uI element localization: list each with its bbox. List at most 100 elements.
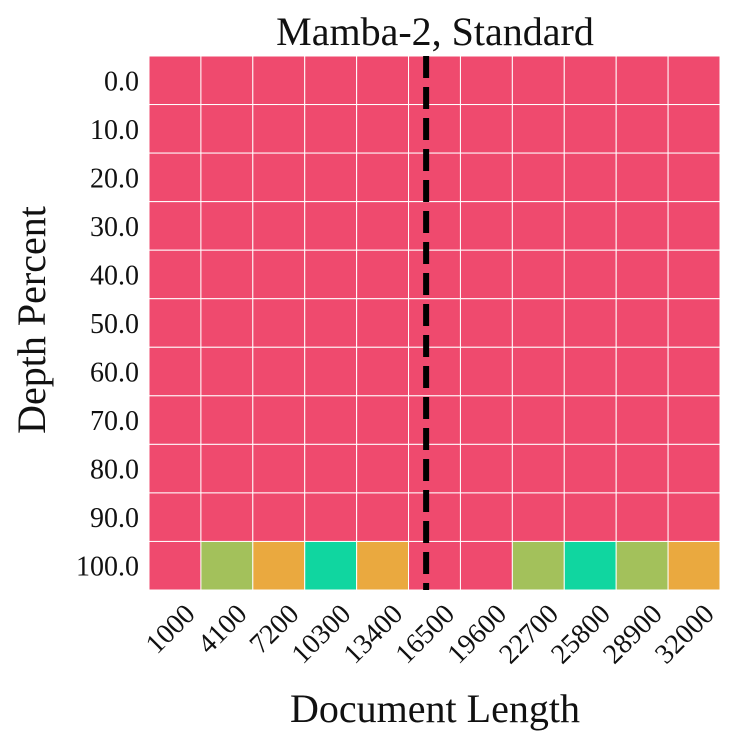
heatmap-cell	[459, 104, 513, 154]
heatmap-cell	[667, 492, 721, 542]
heatmap-cell	[356, 152, 410, 203]
heatmap-cell	[356, 298, 410, 348]
y-axis-label: Depth Percent	[9, 206, 54, 434]
heatmap-cell	[615, 201, 669, 251]
y-tick-label: 0.0	[104, 66, 139, 97]
heatmap-cell	[252, 443, 306, 494]
heatmap-cell	[148, 540, 202, 591]
y-tick-label: 90.0	[90, 503, 139, 534]
heatmap-cell	[304, 249, 358, 300]
heatmap-cell	[304, 104, 358, 154]
heatmap-cell	[200, 298, 254, 348]
heatmap-cell	[408, 492, 461, 542]
x-tick-label: 4100	[192, 599, 254, 661]
heatmap-cell	[356, 55, 410, 106]
heatmap-cell	[459, 395, 513, 445]
heatmap-cell	[356, 395, 410, 445]
x-tick-label: 25800	[545, 599, 616, 670]
heatmap-cell	[667, 540, 721, 591]
heatmap-cell	[563, 492, 617, 542]
heatmap-cell	[563, 104, 617, 154]
y-tick-labels: 0.0 10.0 20.0 30.0 40.0 50.0 60.0 70.0 80.0 90.0 1…	[76, 66, 139, 582]
y-tick-label: 100.0	[76, 552, 139, 583]
heatmap-cell	[408, 298, 461, 348]
heatmap-cell	[148, 395, 202, 445]
heatmap-cell	[252, 298, 306, 348]
heatmap-cell	[563, 443, 617, 494]
heatmap-cell	[304, 443, 358, 494]
y-tick-label: 70.0	[90, 406, 139, 437]
heatmap-cell	[200, 346, 254, 397]
heatmap-cell	[615, 395, 669, 445]
heatmap-cell	[304, 540, 358, 591]
heatmap-cell	[304, 298, 358, 348]
heatmap-cell	[563, 540, 617, 591]
heatmap-cell	[459, 152, 513, 203]
heatmap-cell	[511, 346, 565, 397]
heatmap-cell	[356, 540, 410, 591]
y-tick-label: 60.0	[90, 358, 139, 389]
heatmap-cell	[667, 104, 721, 154]
heatmap-cell	[615, 104, 669, 154]
heatmap-cell	[408, 540, 461, 591]
x-tick-label: 22700	[493, 599, 564, 670]
heatmap-cell	[511, 249, 565, 300]
heatmap-cell	[563, 249, 617, 300]
heatmap-cell	[252, 492, 306, 542]
heatmap-cell	[408, 395, 461, 445]
heatmap-cell	[615, 540, 669, 591]
heatmap-cell	[200, 55, 254, 106]
heatmap-cell	[459, 55, 513, 106]
heatmap-cell	[304, 346, 358, 397]
heatmap-cell	[563, 395, 617, 445]
heatmap-cell	[408, 55, 461, 106]
heatmap-cell	[459, 249, 513, 300]
x-tick-label: 13400	[338, 599, 409, 670]
heatmap-cell	[511, 152, 565, 203]
heatmap-cell	[667, 443, 721, 494]
heatmap-cell	[148, 152, 202, 203]
heatmap-cell	[459, 298, 513, 348]
heatmap-cell	[200, 201, 254, 251]
y-tick-label: 20.0	[90, 163, 139, 194]
heatmap-cell	[200, 152, 254, 203]
heatmap-cell	[511, 395, 565, 445]
heatmap-cell	[511, 104, 565, 154]
heatmap-cell	[563, 152, 617, 203]
heatmap-cell	[667, 346, 721, 397]
heatmap-cell	[511, 492, 565, 542]
heatmap-cell	[511, 443, 565, 494]
heatmap-cell	[304, 395, 358, 445]
heatmap-cell	[356, 201, 410, 251]
heatmap-cell	[252, 152, 306, 203]
heatmap-cell	[563, 346, 617, 397]
heatmap-cell	[408, 346, 461, 397]
heatmap-cell	[511, 201, 565, 251]
y-tick-label: 10.0	[90, 115, 139, 146]
x-tick-label: 10300	[286, 599, 357, 670]
x-tick-label: 32000	[649, 599, 720, 670]
heatmap-cell	[304, 152, 358, 203]
heatmap-cell	[200, 249, 254, 300]
heatmap-cell	[615, 346, 669, 397]
heatmap-cell	[200, 104, 254, 154]
heatmap-cell	[615, 298, 669, 348]
heatmap-cell	[252, 346, 306, 397]
heatmap-cell	[252, 395, 306, 445]
heatmap-cell	[200, 492, 254, 542]
heatmap-cell	[408, 152, 461, 203]
heatmap-cell	[563, 201, 617, 251]
heatmap-cell	[667, 55, 721, 106]
heatmap-cell	[356, 443, 410, 494]
heatmap-cell	[459, 346, 513, 397]
x-tick-labels: 1000410072001030013400165001960022700258…	[140, 599, 721, 670]
heatmap-cell	[408, 249, 461, 300]
heatmap-cell	[667, 152, 721, 203]
heatmap-cell	[148, 492, 202, 542]
x-tick-label: 1000	[140, 599, 202, 661]
heatmap-cell	[148, 346, 202, 397]
y-tick-label: 40.0	[90, 260, 139, 291]
heatmap-cell	[667, 249, 721, 300]
heatmap-cell	[408, 443, 461, 494]
